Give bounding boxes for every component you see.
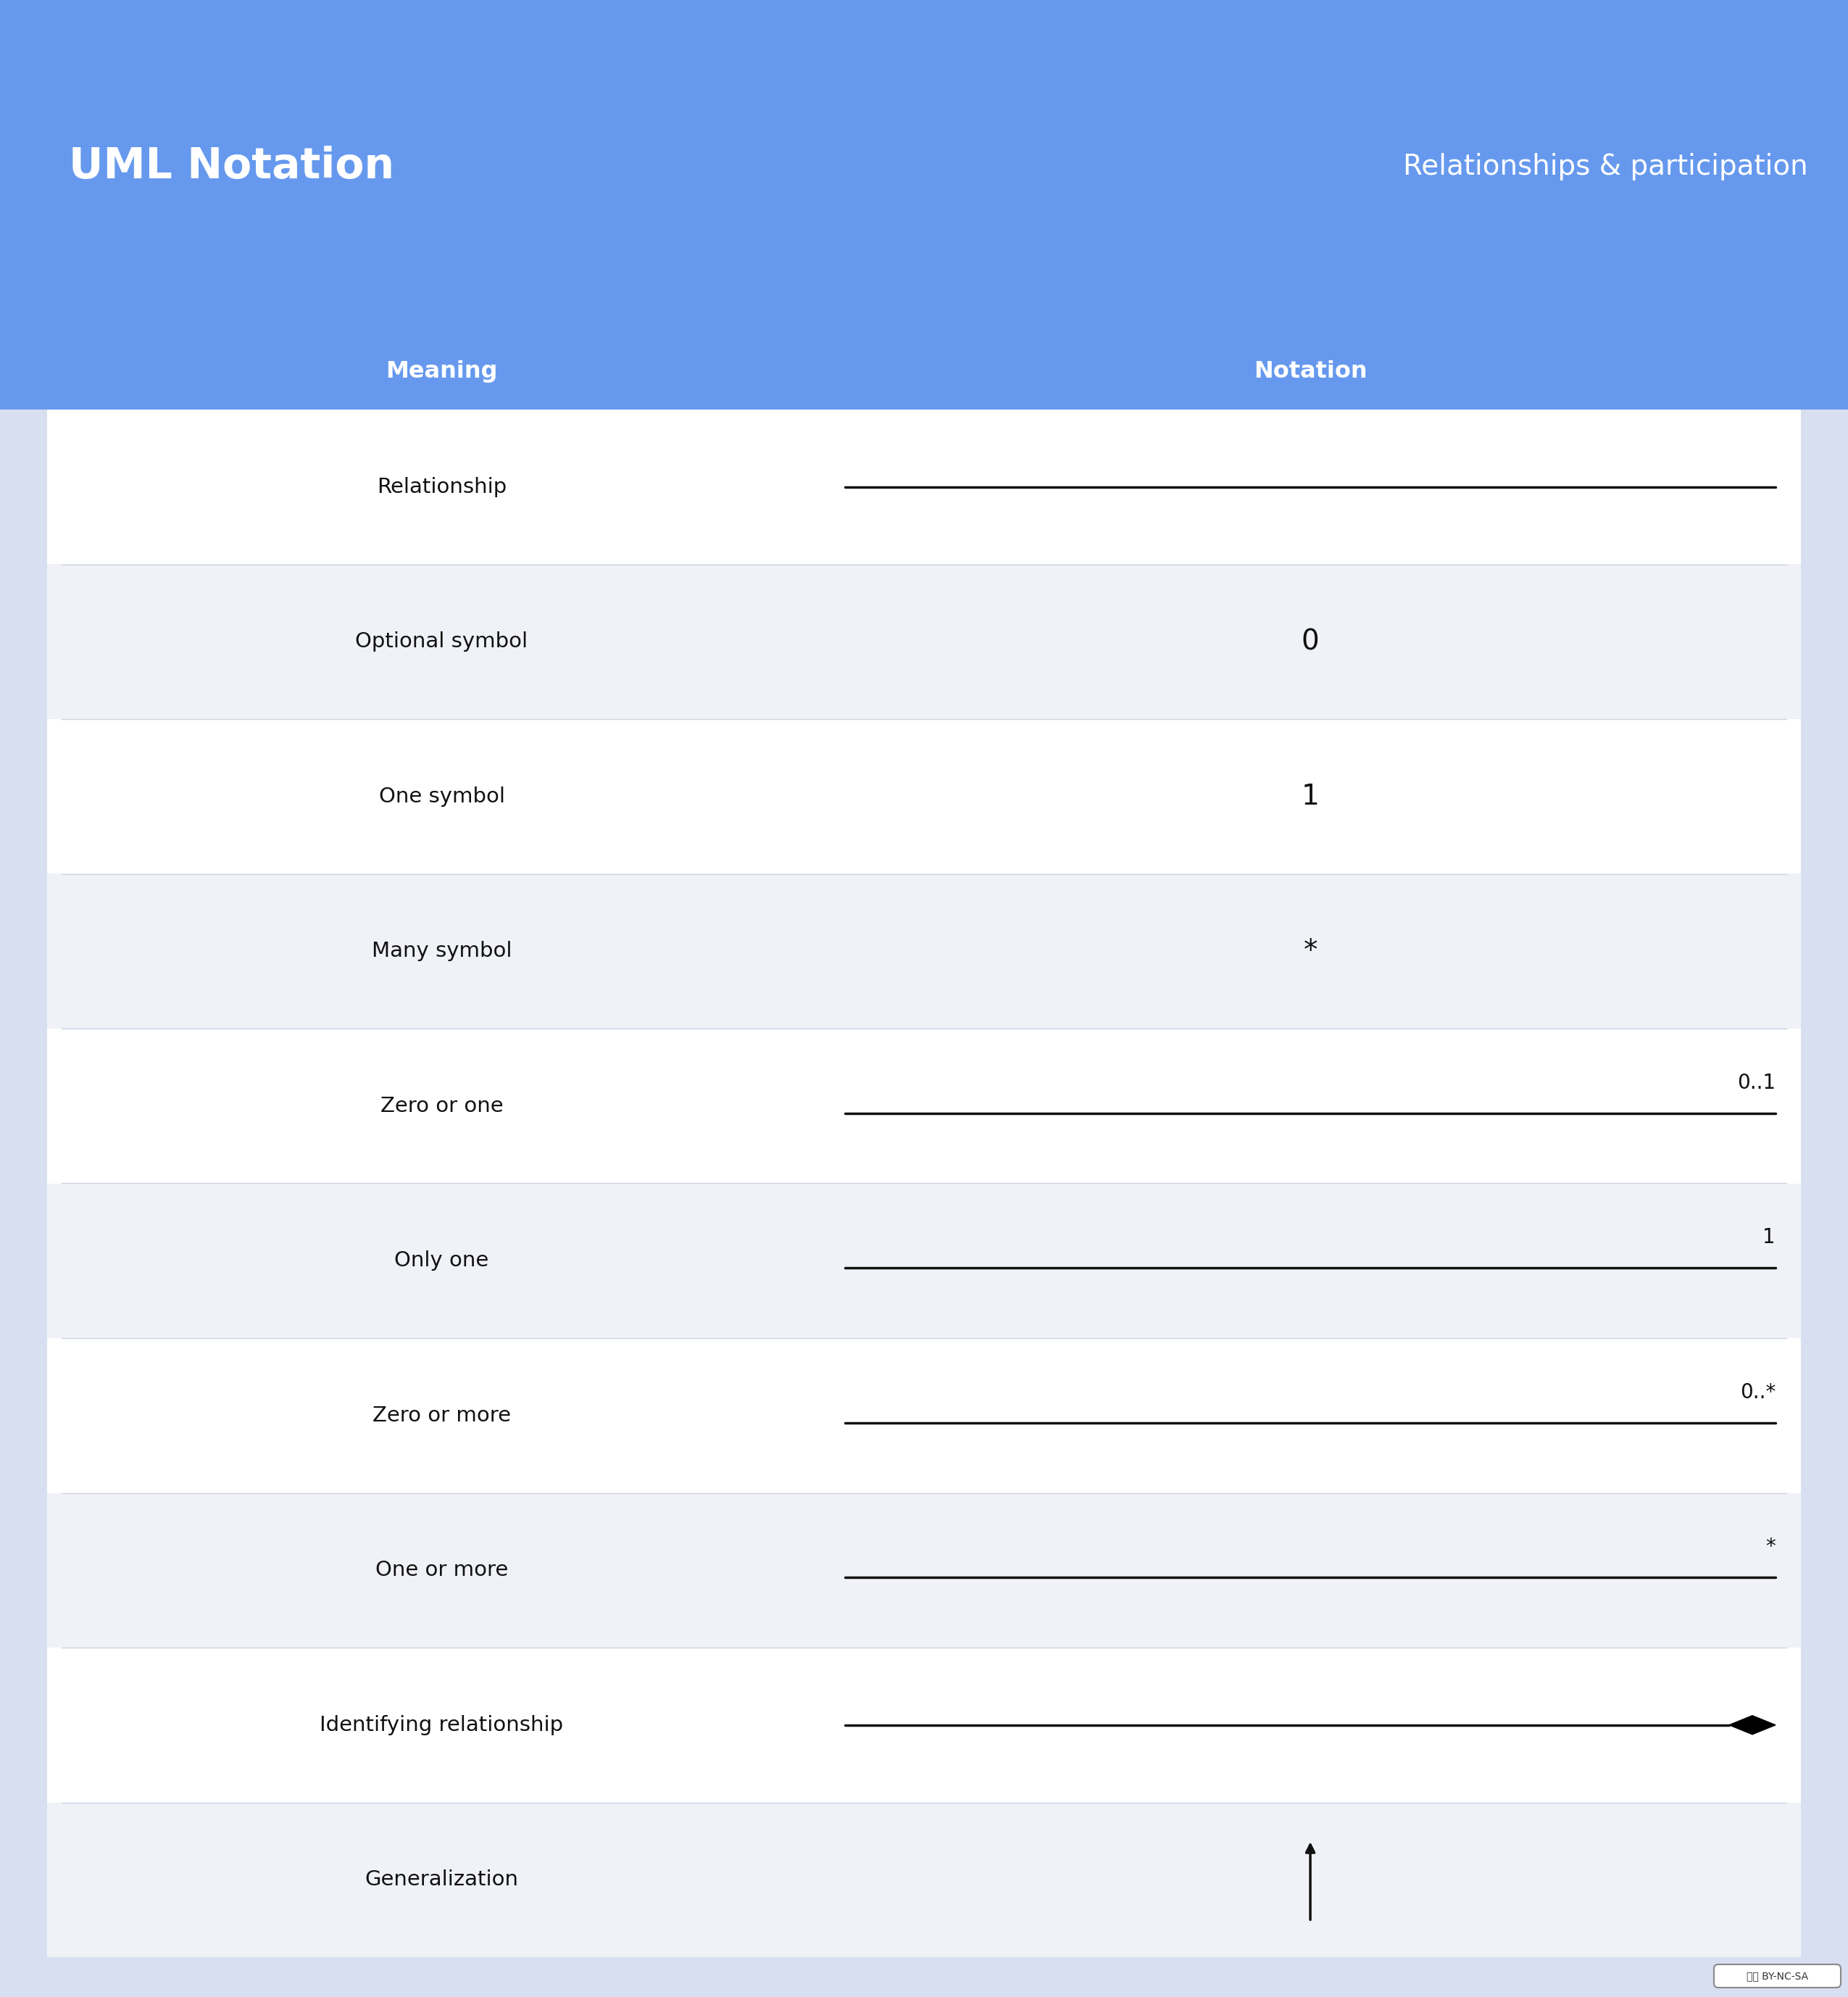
Bar [46, 1648, 1802, 1803]
Text: 0..*: 0..* [1739, 1382, 1776, 1402]
Bar [46, 409, 1802, 565]
Bar [0, 0, 1848, 333]
Text: Zero or more: Zero or more [373, 1406, 510, 1426]
Text: Many symbol: Many symbol [371, 941, 512, 961]
Text: Relationships & participation: Relationships & participation [1403, 154, 1807, 180]
Text: *: * [1303, 937, 1318, 965]
Text: Zero or one: Zero or one [381, 1096, 503, 1116]
Text: *: * [1765, 1538, 1776, 1558]
Bar [46, 1184, 1802, 1338]
Text: 0..1: 0..1 [1737, 1072, 1776, 1092]
Polygon shape [1730, 1715, 1776, 1735]
Bar [46, 719, 1802, 875]
Bar [46, 1028, 1802, 1184]
Bar [46, 1338, 1802, 1494]
Text: 0: 0 [1301, 627, 1319, 655]
Text: ⒸⒸ BY-NC-SA: ⒸⒸ BY-NC-SA [1746, 1971, 1807, 1981]
Text: 1: 1 [1763, 1228, 1776, 1248]
Bar [46, 1494, 1802, 1648]
FancyBboxPatch shape [1713, 1965, 1841, 1987]
Text: Optional symbol: Optional symbol [355, 631, 529, 651]
FancyBboxPatch shape [46, 409, 1802, 1957]
Text: Only one: Only one [394, 1250, 490, 1270]
Bar [46, 875, 1802, 1028]
Text: UML Notation: UML Notation [68, 146, 394, 188]
Bar [46, 1803, 1802, 1957]
Text: Notation: Notation [1253, 359, 1368, 383]
Bar [46, 565, 1802, 719]
Text: One symbol: One symbol [379, 787, 505, 807]
Text: Meaning: Meaning [386, 359, 497, 383]
Text: One or more: One or more [375, 1560, 508, 1580]
Text: 1: 1 [1301, 783, 1319, 811]
Bar [0, 333, 1848, 409]
Text: Relationship: Relationship [377, 477, 506, 497]
Text: Generalization: Generalization [364, 1869, 519, 1889]
Text: Identifying relationship: Identifying relationship [320, 1715, 564, 1735]
